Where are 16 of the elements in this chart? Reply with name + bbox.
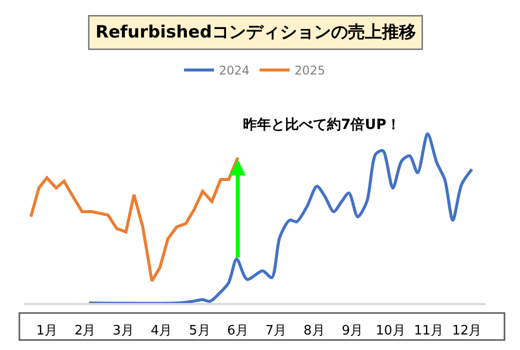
x-tick-label: 9月 xyxy=(342,323,363,338)
legend-label: 2025 xyxy=(294,64,326,78)
text: 昨年と比べて約7倍UP！ xyxy=(243,116,400,133)
chart-title: Refurbishedコンディションの売上推移 xyxy=(96,22,416,42)
legend-label: 2024 xyxy=(219,64,250,78)
x-tick-label: 1月 xyxy=(36,323,58,338)
x-tick-label: 11月 xyxy=(414,323,444,338)
x-tick-label: 7月 xyxy=(265,323,287,338)
x-tick-label: 2月 xyxy=(74,323,96,338)
x-tick-label: 3月 xyxy=(112,323,134,338)
x-tick-label: 4月 xyxy=(150,323,172,338)
x-tick-label: 8月 xyxy=(304,323,325,338)
x-tick-label: 6月 xyxy=(227,323,248,338)
x-tick-label: 5月 xyxy=(189,323,210,338)
x-tick-label: 12月 xyxy=(452,323,482,338)
x-tick-label: 10月 xyxy=(376,323,406,338)
